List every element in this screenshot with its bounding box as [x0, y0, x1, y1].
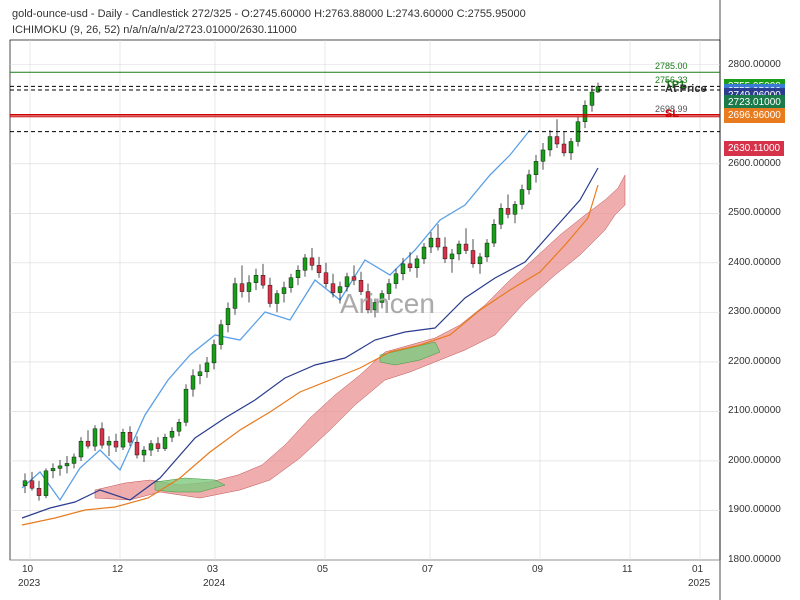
level-name: SL: [665, 108, 679, 120]
y-axis-label: 2200.00000: [728, 356, 781, 367]
x-axis-label: 07: [422, 564, 433, 575]
y-axis-label: 1900.00000: [728, 504, 781, 515]
x-axis-year: 2025: [688, 578, 710, 589]
x-axis-year: 2023: [18, 578, 40, 589]
y-axis-label: 1800.00000: [728, 554, 781, 565]
x-axis-label: 11: [622, 564, 632, 575]
x-axis-label: 01: [692, 564, 703, 575]
x-axis-label: 09: [532, 564, 543, 575]
y-axis-label: 2600.00000: [728, 158, 781, 169]
price-box: 2696.96000: [724, 108, 785, 123]
y-axis-label: 2400.00000: [728, 257, 781, 268]
price-box: 2630.11000: [724, 141, 784, 156]
x-axis-label: 12: [112, 564, 123, 575]
x-axis-label: 03: [207, 564, 218, 575]
level-value: 2785.00: [655, 61, 688, 71]
level-name: At Price: [665, 83, 707, 95]
chart-container: gold-ounce-usd - Daily - Candlestick 272…: [0, 0, 800, 600]
x-axis-label: 10: [22, 564, 33, 575]
y-axis-label: 2100.00000: [728, 405, 781, 416]
y-axis-label: 2000.00000: [728, 455, 781, 466]
x-axis-label: 05: [317, 564, 328, 575]
y-axis-label: 2800.00000: [728, 59, 781, 70]
x-axis-year: 2024: [203, 578, 225, 589]
y-axis-label: 2300.00000: [728, 306, 781, 317]
y-axis-label: 2500.00000: [728, 207, 781, 218]
